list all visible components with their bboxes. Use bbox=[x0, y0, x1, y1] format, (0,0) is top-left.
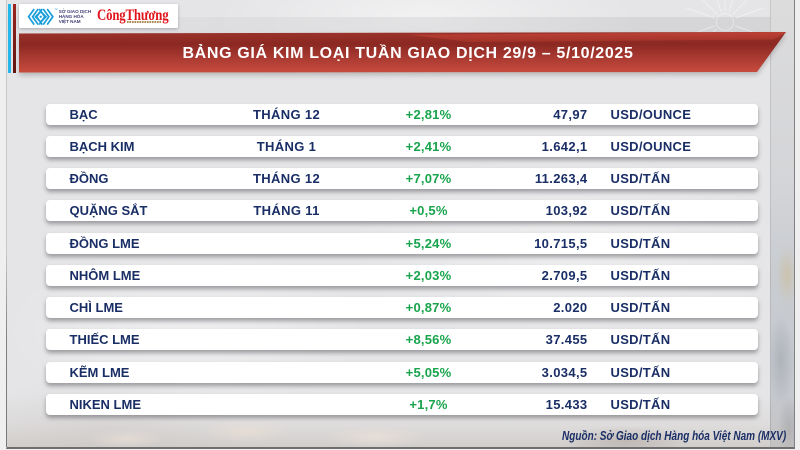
svg-text:™: ™ bbox=[54, 8, 58, 12]
